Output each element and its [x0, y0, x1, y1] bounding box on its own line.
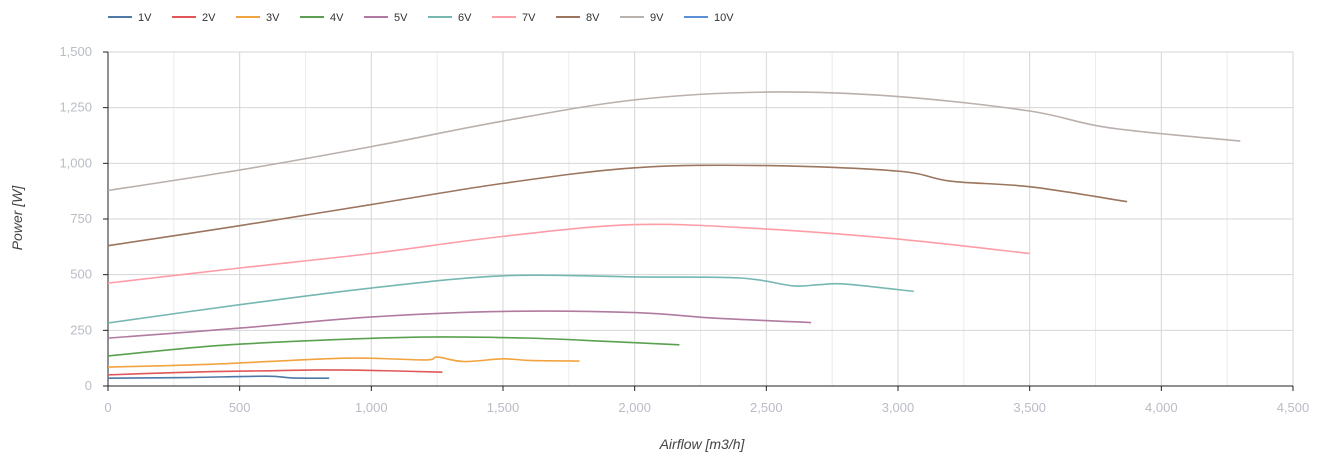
legend-label: 10V	[714, 12, 734, 24]
y-tick-label: 500	[70, 267, 92, 282]
series-line-9v	[107, 91, 1241, 192]
y-tick-label: 1,500	[59, 44, 92, 59]
x-tick-label: 4,000	[1145, 400, 1178, 415]
x-tick-label: 0	[104, 400, 111, 415]
series-layer	[107, 91, 1241, 380]
series-line-4v	[107, 336, 680, 357]
x-tick-label: 500	[229, 400, 251, 415]
legend-item-4v[interactable]: 4V	[300, 12, 344, 24]
y-tick-label: 250	[70, 322, 92, 337]
x-tick-label: 1,000	[355, 400, 388, 415]
x-tick-label: 3,000	[882, 400, 915, 415]
grid-layer	[107, 51, 1294, 387]
legend-label: 7V	[522, 12, 536, 24]
series-line-2v	[107, 369, 443, 376]
legend-item-2v[interactable]: 2V	[172, 12, 216, 24]
legend-label: 3V	[266, 12, 280, 24]
legend[interactable]: 1V 2V 3V 4V 5V 6V 7V 8V 9V 10V	[108, 12, 734, 24]
legend-label: 9V	[650, 12, 664, 24]
y-tick-label: 0	[85, 378, 92, 393]
legend-item-10v[interactable]: 10V	[684, 12, 734, 24]
series-line-8v	[107, 164, 1128, 247]
series-line-1v	[107, 375, 330, 380]
legend-item-8v[interactable]: 8V	[556, 12, 600, 24]
series-line-3v	[107, 356, 580, 368]
legend-item-3v[interactable]: 3V	[236, 12, 280, 24]
legend-label: 4V	[330, 12, 344, 24]
series-line-7v	[107, 223, 1030, 284]
legend-label: 2V	[202, 12, 216, 24]
series-line-5v	[107, 310, 812, 339]
y-tick-label: 1,000	[59, 155, 92, 170]
series-line-6v	[107, 274, 914, 324]
legend-label: 8V	[586, 12, 600, 24]
legend-label: 6V	[458, 12, 472, 24]
axis-layer: 0 250 500 750 1,000 1,250 1,500 0 500 1,000 1,500 2…	[59, 44, 1309, 415]
y-axis-title: Power [W]	[9, 185, 25, 251]
legend-item-9v[interactable]: 9V	[620, 12, 664, 24]
legend-item-6v[interactable]: 6V	[428, 12, 472, 24]
legend-label: 5V	[394, 12, 408, 24]
legend-label: 1V	[138, 12, 152, 24]
x-tick-label: 1,500	[487, 400, 520, 415]
legend-item-1v[interactable]: 1V	[108, 12, 152, 24]
legend-item-5v[interactable]: 5V	[364, 12, 408, 24]
x-tick-label: 3,500	[1013, 400, 1046, 415]
x-tick-label: 2,000	[618, 400, 651, 415]
y-tick-label: 1,250	[59, 100, 92, 115]
legend-item-7v[interactable]: 7V	[492, 12, 536, 24]
x-tick-label: 2,500	[750, 400, 783, 415]
x-tick-label: 4,500	[1277, 400, 1310, 415]
x-axis-title: Airflow [m3/h]	[659, 436, 746, 452]
y-tick-label: 750	[70, 211, 92, 226]
